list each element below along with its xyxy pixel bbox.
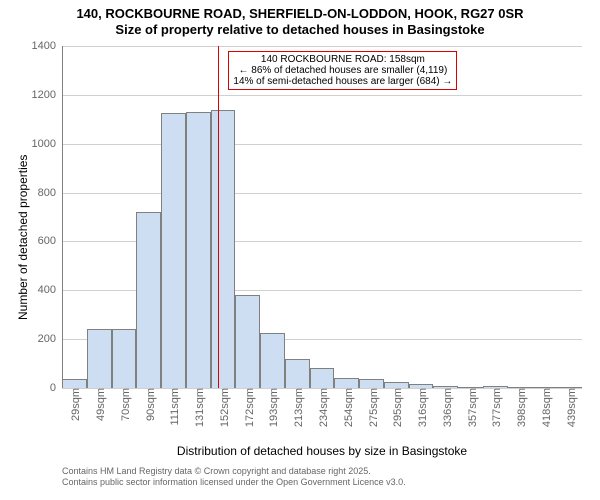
x-axis-label: Distribution of detached houses by size … bbox=[62, 444, 582, 458]
y-tick-label: 1200 bbox=[32, 89, 62, 101]
footer-note: Contains HM Land Registry data © Crown c… bbox=[62, 466, 406, 488]
histogram-bar bbox=[136, 212, 161, 388]
y-tick-label: 200 bbox=[38, 333, 62, 345]
x-tick-label: 131sqm bbox=[190, 388, 206, 427]
x-tick-label: 275sqm bbox=[364, 388, 380, 427]
x-tick-label: 111sqm bbox=[165, 388, 181, 426]
x-tick-label: 29sqm bbox=[66, 388, 82, 421]
annotation-line-3: 14% of semi-detached houses are larger (… bbox=[233, 76, 452, 87]
x-tick-label: 152sqm bbox=[215, 388, 231, 427]
y-tick-label: 600 bbox=[38, 235, 62, 247]
histogram-bar bbox=[62, 379, 87, 388]
y-gridline bbox=[62, 193, 582, 194]
annotation-line-1: 140 ROCKBOURNE ROAD: 158sqm bbox=[233, 54, 452, 65]
x-tick-label: 439sqm bbox=[562, 388, 578, 427]
y-tick-label: 1000 bbox=[32, 138, 62, 150]
x-tick-label: 70sqm bbox=[116, 388, 132, 421]
x-tick-label: 398sqm bbox=[512, 388, 528, 427]
histogram-bar bbox=[235, 295, 260, 388]
histogram-bar bbox=[211, 110, 236, 388]
x-tick-label: 357sqm bbox=[463, 388, 479, 427]
annotation-box: 140 ROCKBOURNE ROAD: 158sqm← 86% of deta… bbox=[228, 51, 457, 90]
histogram-bar bbox=[260, 333, 285, 388]
x-tick-label: 295sqm bbox=[388, 388, 404, 427]
x-tick-label: 90sqm bbox=[141, 388, 157, 421]
y-tick-label: 0 bbox=[50, 382, 62, 394]
histogram-bar bbox=[285, 359, 310, 388]
chart-container: 140, ROCKBOURNE ROAD, SHERFIELD-ON-LODDO… bbox=[0, 0, 600, 500]
y-tick-label: 400 bbox=[38, 284, 62, 296]
y-gridline bbox=[62, 144, 582, 145]
reference-line bbox=[218, 46, 219, 388]
footer-line-2: Contains public sector information licen… bbox=[62, 477, 406, 488]
x-tick-label: 234sqm bbox=[314, 388, 330, 427]
histogram-bar bbox=[112, 329, 137, 388]
y-gridline bbox=[62, 46, 582, 47]
histogram-bar bbox=[334, 378, 359, 388]
y-tick-label: 800 bbox=[38, 187, 62, 199]
footer-line-1: Contains HM Land Registry data © Crown c… bbox=[62, 466, 406, 477]
x-tick-label: 172sqm bbox=[240, 388, 256, 427]
title-line-2: Size of property relative to detached ho… bbox=[0, 22, 600, 38]
y-gridline bbox=[62, 95, 582, 96]
histogram-bar bbox=[87, 329, 112, 388]
y-axis-label: Number of detached properties bbox=[16, 154, 30, 319]
x-tick-label: 254sqm bbox=[339, 388, 355, 427]
plot-area: 020040060080010001200140029sqm49sqm70sqm… bbox=[62, 46, 582, 388]
chart-title: 140, ROCKBOURNE ROAD, SHERFIELD-ON-LODDO… bbox=[0, 6, 600, 39]
x-tick-label: 377sqm bbox=[487, 388, 503, 427]
histogram-bar bbox=[310, 368, 335, 388]
histogram-bar bbox=[161, 113, 186, 388]
title-line-1: 140, ROCKBOURNE ROAD, SHERFIELD-ON-LODDO… bbox=[0, 6, 600, 22]
histogram-bar bbox=[359, 379, 384, 388]
x-tick-label: 213sqm bbox=[289, 388, 305, 427]
x-tick-label: 316sqm bbox=[413, 388, 429, 427]
x-tick-label: 49sqm bbox=[91, 388, 107, 421]
annotation-line-2: ← 86% of detached houses are smaller (4,… bbox=[233, 65, 452, 76]
x-tick-label: 418sqm bbox=[537, 388, 553, 427]
y-axis-line bbox=[62, 46, 63, 388]
x-tick-label: 336sqm bbox=[438, 388, 454, 427]
y-tick-label: 1400 bbox=[32, 40, 62, 52]
histogram-bar bbox=[186, 112, 211, 388]
x-tick-label: 193sqm bbox=[264, 388, 280, 427]
